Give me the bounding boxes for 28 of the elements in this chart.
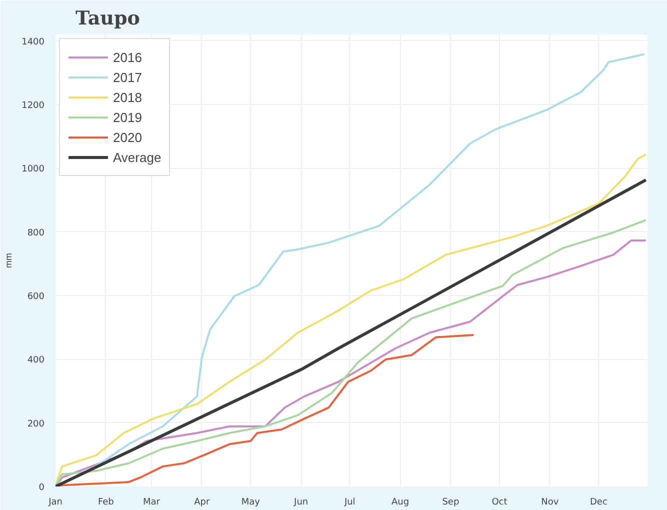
x-tick-label: Mar (142, 498, 160, 508)
legend-label: Average (113, 150, 162, 164)
x-tick-label: Aug (392, 498, 410, 508)
legend-label: 2018 (113, 90, 142, 104)
x-tick-label: Dec (590, 498, 608, 508)
chart-title: Taupo (76, 8, 140, 30)
y-tick-label: 1400 (22, 37, 45, 48)
legend-label: 2017 (113, 70, 142, 84)
y-tick-label: 200 (27, 419, 45, 430)
y-tick-label: 1000 (22, 164, 45, 175)
legend-label: 2019 (113, 110, 142, 124)
y-tick-label: 800 (27, 228, 45, 238)
x-tick-label: Sep (442, 498, 460, 508)
x-tick-label: Feb (98, 498, 114, 508)
legend-label: 2020 (113, 130, 142, 144)
y-tick-label: 1200 (22, 101, 45, 112)
x-tick-label: Nov (541, 498, 560, 508)
x-tick-label: Apr (194, 498, 210, 508)
x-tick-label: Jul (343, 498, 356, 508)
x-tick-label: Oct (492, 498, 508, 508)
x-tick-label: Jan (48, 498, 62, 508)
x-tick-label: May (241, 498, 261, 508)
y-tick-label: 400 (27, 356, 45, 366)
y-tick-label: 600 (27, 292, 45, 302)
y-tick-label: 0 (38, 483, 45, 493)
legend-label: 2016 (113, 50, 142, 64)
y-axis-title: mm (4, 252, 14, 268)
x-tick-label: Jun (293, 498, 308, 508)
